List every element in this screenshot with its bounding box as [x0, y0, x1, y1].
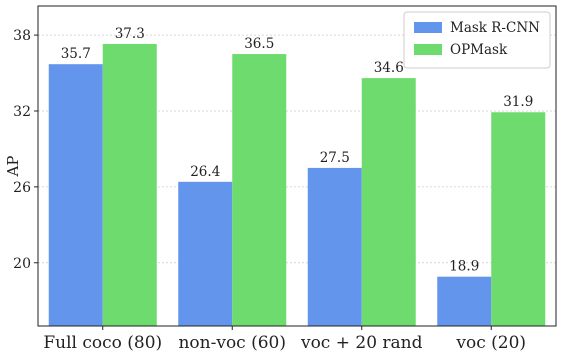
bar-mask-r-cnn [437, 276, 492, 326]
x-tick-label: voc + 20 rand [300, 333, 423, 353]
value-labels: 35.7 37.3 26.4 36.5 27.5 34.6 18.9 31.9 [61, 26, 534, 275]
bar-opmask [232, 54, 287, 327]
x-axis-ticks: Full coco (80) non-voc (60) voc + 20 rand v… [43, 326, 526, 353]
legend-swatch [414, 44, 442, 55]
x-tick-label: non-voc (60) [178, 333, 286, 353]
value-label: 18.9 [449, 259, 479, 275]
bars [48, 43, 546, 327]
x-tick-label: voc (20) [455, 333, 526, 353]
bar-opmask [102, 43, 157, 326]
bar-opmask [491, 112, 546, 326]
value-label: 34.6 [374, 60, 404, 76]
value-label: 37.3 [115, 26, 145, 42]
value-label: 27.5 [320, 150, 350, 166]
legend-swatch [414, 22, 442, 33]
y-tick-label: 32 [13, 104, 31, 120]
plot-frame [37, 5, 557, 327]
value-label: 36.5 [244, 36, 274, 52]
value-label: 26.4 [190, 164, 220, 180]
value-label: 35.7 [61, 46, 91, 62]
y-tick-label: 20 [13, 256, 31, 272]
legend-label: OPMask [450, 42, 508, 58]
y-tick-label: 38 [13, 28, 31, 44]
value-label: 31.9 [503, 94, 533, 110]
bar-mask-r-cnn [307, 167, 362, 326]
y-axis-label: AP [4, 156, 22, 178]
legend-label: Mask R-CNN [450, 20, 540, 36]
bar-opmask [361, 78, 416, 326]
y-axis-ticks: 20 26 32 38 [13, 28, 38, 272]
bar-mask-r-cnn [178, 181, 233, 326]
y-tick-label: 26 [13, 180, 31, 196]
x-tick-label: Full coco (80) [43, 333, 162, 353]
bar-mask-r-cnn [48, 64, 103, 326]
legend: Mask R-CNN OPMask [403, 11, 551, 69]
